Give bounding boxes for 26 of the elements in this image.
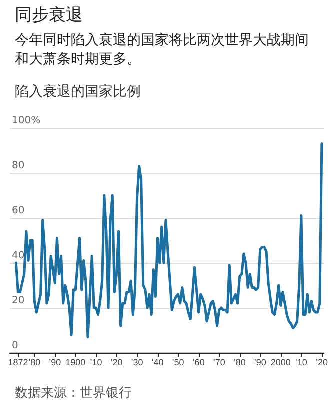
x-tick-label: ’90 bbox=[49, 358, 62, 368]
x-tick-label: 1900 bbox=[66, 358, 86, 368]
x-tick-label: ’80 bbox=[234, 358, 246, 368]
source-note: 数据来源：世界银行 bbox=[15, 386, 132, 401]
y-tick-label: 0 bbox=[12, 340, 18, 352]
x-tick-label: ’20 bbox=[316, 358, 328, 368]
y-tick-label: 60 bbox=[12, 206, 25, 216]
x-tick-label: ’10 bbox=[295, 358, 308, 368]
chart-title: 同步衰退 bbox=[15, 6, 83, 26]
y-tick-label: 80 bbox=[12, 160, 25, 172]
x-tick-label: ’70 bbox=[213, 358, 226, 368]
x-tick-label: 2000 bbox=[270, 358, 291, 368]
x-tick-label: ’30 bbox=[131, 358, 144, 368]
y-tick-label: 40 bbox=[12, 250, 25, 262]
y-tick-label: 100% bbox=[12, 116, 41, 126]
x-tick-label: ’60 bbox=[192, 358, 205, 368]
x-tick-label: ’80 bbox=[28, 358, 41, 368]
chart-subtitle: 今年同时陷入衰退的国家将比两次世界大战期间和大萧条时期更多。 bbox=[15, 32, 309, 68]
x-tick-label: ’10 bbox=[90, 358, 102, 368]
y-tick-label: 20 bbox=[12, 296, 25, 306]
x-tick-label: ’50 bbox=[172, 358, 184, 368]
x-tick-label: ’20 bbox=[110, 358, 123, 368]
x-tick-label: 1872 bbox=[8, 358, 28, 368]
x-tick-label: ’90 bbox=[254, 358, 266, 368]
x-tick-label: ’40 bbox=[152, 358, 164, 368]
y-axis-title: 陷入衰退的国家比例 bbox=[15, 84, 141, 100]
